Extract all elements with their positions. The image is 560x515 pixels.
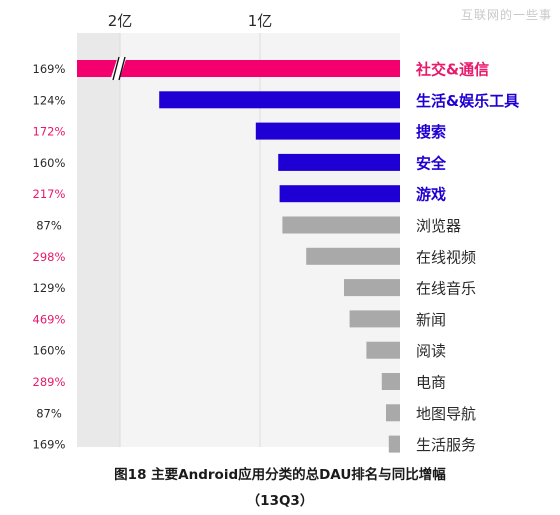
growth-label: 129%: [33, 281, 66, 295]
category-label: 地图导航: [416, 405, 476, 423]
bar-3: [255, 122, 400, 140]
chart-title: 图18 主要Android应用分类的总DAU排名与同比增幅: [114, 467, 446, 483]
axis-break-mark: [112, 56, 120, 81]
growth-label: 217%: [33, 187, 66, 201]
growth-label: 469%: [33, 312, 66, 326]
category-label: 社交&通信: [415, 61, 489, 79]
growth-label: 124%: [33, 93, 66, 107]
category-label: 生活&娱乐工具: [416, 92, 519, 110]
category-label: 搜索: [416, 123, 446, 141]
growth-label-column: 169% 124% 172% 160% 217% 87% 298% 129% 469% 160% 2…: [33, 62, 66, 452]
category-label-column: 社交&通信生活&娱乐工具搜索安全游戏浏览器在线视频在线音乐新闻阅读电商地图导航生…: [415, 61, 519, 455]
bar-8: [344, 279, 400, 297]
category-label: 在线视频: [416, 248, 476, 266]
growth-label: 87%: [36, 406, 62, 420]
bar-5: [279, 185, 400, 203]
bar-9: [349, 310, 400, 328]
chart-subtitle: （13Q3）: [246, 493, 314, 509]
bar-1: [77, 60, 400, 77]
bar-7: [306, 247, 400, 265]
bar-4: [278, 153, 400, 171]
category-label: 生活服务: [416, 436, 476, 454]
bar-13: [388, 435, 400, 453]
growth-label: 160%: [33, 156, 66, 170]
growth-label: 87%: [36, 219, 62, 233]
category-label: 在线音乐: [416, 280, 476, 298]
bar-12: [386, 404, 400, 422]
growth-label: 172%: [33, 125, 66, 139]
axis-break-mark: [118, 56, 126, 81]
axis-tick-label: 2亿: [108, 12, 133, 30]
category-label: 新闻: [416, 311, 446, 329]
bar-10: [366, 341, 400, 359]
bar-2: [159, 91, 400, 109]
bar-series: [77, 56, 400, 453]
bar-11: [381, 373, 400, 390]
bar-6: [282, 216, 400, 234]
growth-label: 169%: [33, 62, 66, 76]
axis-tick-label: 1亿: [248, 12, 273, 30]
category-label: 浏览器: [416, 217, 461, 235]
category-label: 阅读: [416, 342, 446, 360]
growth-label: 289%: [33, 375, 66, 389]
growth-label: 298%: [33, 250, 66, 264]
category-label: 安全: [416, 154, 447, 172]
band-beyond-2yi: [77, 33, 120, 447]
watermark-text: 互联网的一些事: [460, 8, 552, 22]
axis-tick-labels: 2亿 1亿: [108, 12, 273, 30]
growth-label: 160%: [33, 344, 66, 358]
category-label: 游戏: [416, 186, 446, 204]
category-label: 电商: [416, 374, 446, 392]
growth-label: 169%: [33, 438, 66, 452]
